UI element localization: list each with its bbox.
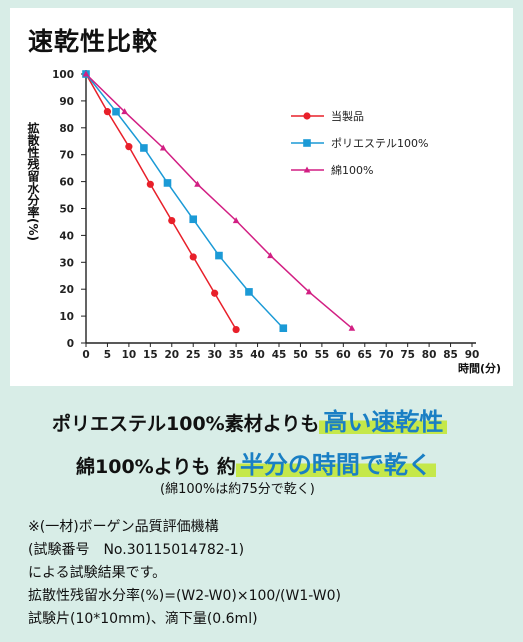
x-tick-label: 60 <box>336 349 351 361</box>
x-tick-label: 65 <box>357 349 372 361</box>
data-point <box>189 253 197 261</box>
x-tick-label: 50 <box>293 349 308 361</box>
series-line <box>85 73 353 329</box>
data-point <box>232 217 240 224</box>
x-tick-label: 0 <box>82 349 89 361</box>
data-point <box>215 251 223 260</box>
data-point <box>189 215 198 224</box>
legend-label: 当製品 <box>331 109 364 123</box>
y-tick-label: 40 <box>59 230 74 242</box>
data-point <box>163 179 172 187</box>
data-point <box>211 289 219 297</box>
y-tick-label: 60 <box>59 177 74 189</box>
legend-label: ポリエステル100% <box>331 137 428 150</box>
x-axis-label: 時間(分) <box>458 362 502 375</box>
data-point <box>348 324 356 331</box>
x-tick-label: 35 <box>229 349 244 361</box>
x-tick-label: 20 <box>164 349 179 361</box>
headline-line-3: (綿100%は約75分で乾く) <box>160 482 315 497</box>
x-tick-label: 85 <box>443 349 458 361</box>
headline-2-text: 綿100%よりも 約 <box>76 456 236 478</box>
note-line: による試験結果です。 <box>28 565 167 581</box>
data-point <box>112 107 120 116</box>
data-point <box>305 288 313 295</box>
data-point <box>121 108 128 115</box>
headline-line-2: 綿100%よりも 約半分の時間で乾く <box>76 445 436 480</box>
data-point <box>125 143 133 151</box>
data-point <box>245 288 253 296</box>
x-tick-label: 45 <box>272 349 287 361</box>
y-axis-label: 拡散性残留水分率(%) <box>26 122 40 241</box>
x-tick-label: 25 <box>186 349 201 361</box>
data-point <box>82 70 90 77</box>
x-tick-label: 15 <box>143 349 158 361</box>
y-tick-label: 0 <box>67 338 74 350</box>
series-line <box>85 73 237 330</box>
x-tick-label: 5 <box>104 349 111 361</box>
data-point <box>103 108 112 116</box>
legend-label: 綿100% <box>331 163 373 177</box>
x-tick-label: 75 <box>400 349 415 361</box>
line-chart: 0 10 20 30 40 50 60 70 80 90 100 0 5 10 15 20 25 30 35 40 45… <box>52 69 480 361</box>
x-tick-label: 40 <box>250 349 265 361</box>
legend-marker <box>303 166 311 173</box>
y-tick-label: 80 <box>59 123 74 135</box>
headline-1-text: ポリエステル100%素材よりも <box>52 413 320 435</box>
data-point <box>168 217 176 225</box>
headline-1-highlight: 高い速乾性 <box>319 408 448 436</box>
data-point <box>146 180 154 188</box>
y-tick-label: 70 <box>59 150 74 162</box>
legend-marker <box>303 139 311 147</box>
data-point <box>279 324 288 333</box>
data-point <box>140 144 148 152</box>
note-line: 拡散性残留水分率(%)=(W2-W0)×100/(W1-W0) <box>28 588 341 604</box>
note-line: ※(一材)ボーゲン品質評価機構 <box>28 519 219 535</box>
x-tick-label: 55 <box>315 349 330 361</box>
data-point <box>159 144 167 151</box>
chart-card <box>10 8 513 386</box>
data-point <box>232 325 240 334</box>
y-tick-label: 10 <box>59 311 74 323</box>
data-point <box>194 180 201 187</box>
x-tick-label: 90 <box>465 349 480 361</box>
data-point <box>267 252 274 259</box>
test-note: ※(一材)ボーゲン品質評価機構 (試験番号 No.30115014782-1) … <box>28 516 341 631</box>
chart-title: 速乾性比較 <box>28 27 159 56</box>
x-tick-label: 10 <box>122 349 137 361</box>
note-line: 試験片(10*10mm)、滴下量(0.6ml) <box>28 611 258 627</box>
series-line <box>85 73 284 329</box>
y-tick-label: 100 <box>52 69 74 81</box>
y-tick-label: 50 <box>59 204 74 216</box>
headline-2-highlight: 半分の時間で乾く <box>235 451 436 479</box>
x-tick-label: 30 <box>207 349 222 361</box>
y-tick-label: 20 <box>59 284 74 296</box>
legend-marker <box>303 112 311 120</box>
y-tick-label: 90 <box>59 96 74 108</box>
note-line: (試験番号 No.30115014782-1) <box>28 542 245 558</box>
x-tick-label: 70 <box>379 349 394 361</box>
x-tick-label: 80 <box>422 349 437 361</box>
headline-line-1: ポリエステル100%素材よりも 高い速乾性 <box>52 402 448 437</box>
y-tick-label: 30 <box>59 257 74 269</box>
